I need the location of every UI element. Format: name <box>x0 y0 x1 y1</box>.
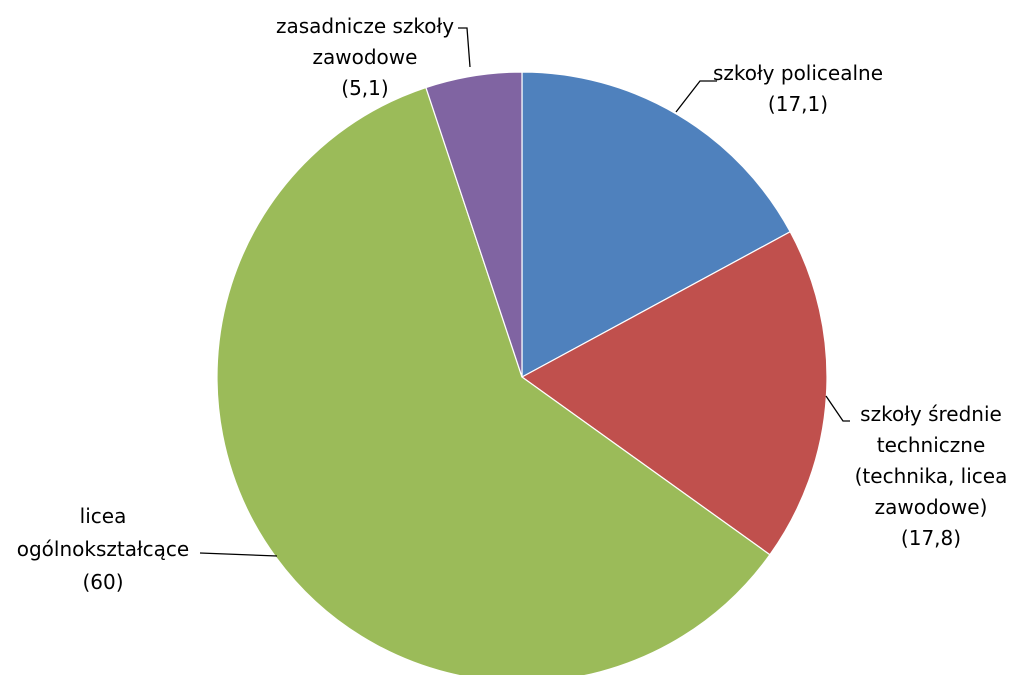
slice-label-line: zawodowe) <box>875 495 988 519</box>
slice-label-line: techniczne <box>877 433 986 457</box>
slice-label-line: ogólnokształcące <box>17 537 189 561</box>
slice-label-line: szkoły policealne <box>713 61 883 85</box>
pie-slice-policealne <box>521 71 792 379</box>
leader-lines <box>199 27 850 557</box>
slice-label-zasadnicze: zasadnicze szkoły zawodowe (5,1) <box>276 14 454 100</box>
leader-line-licea <box>199 552 278 557</box>
slice-label-line: (17,1) <box>768 92 828 116</box>
leader-line-policealne <box>675 80 717 113</box>
slice-label-line: szkoły średnie <box>860 402 1002 426</box>
slice-label-line: (17,8) <box>901 526 961 550</box>
slice-label-licea: licea ogólnokształcące (60) <box>17 504 189 594</box>
leader-line-zasadnicze <box>458 27 471 68</box>
slice-label-line: (technika, licea <box>855 464 1008 488</box>
slice-label-line: zasadnicze szkoły <box>276 14 454 38</box>
leader-line-srednie <box>825 395 850 422</box>
slice-label-line: licea <box>80 504 127 528</box>
pie-slices <box>216 71 828 675</box>
slice-label-line: (5,1) <box>341 76 388 100</box>
slice-label-srednie: szkoły średnie techniczne (technika, licea… <box>855 402 1008 550</box>
pie-slice-licea <box>216 86 771 675</box>
slice-label-line: zawodowe <box>313 45 418 69</box>
slice-labels: szkoły policealne (17,1) szkoły średnie tec… <box>17 14 1008 594</box>
pie-slice-zasadnicze <box>425 71 523 378</box>
slice-label-policealne: szkoły policealne (17,1) <box>713 61 883 116</box>
slice-label-line: (60) <box>82 570 123 594</box>
